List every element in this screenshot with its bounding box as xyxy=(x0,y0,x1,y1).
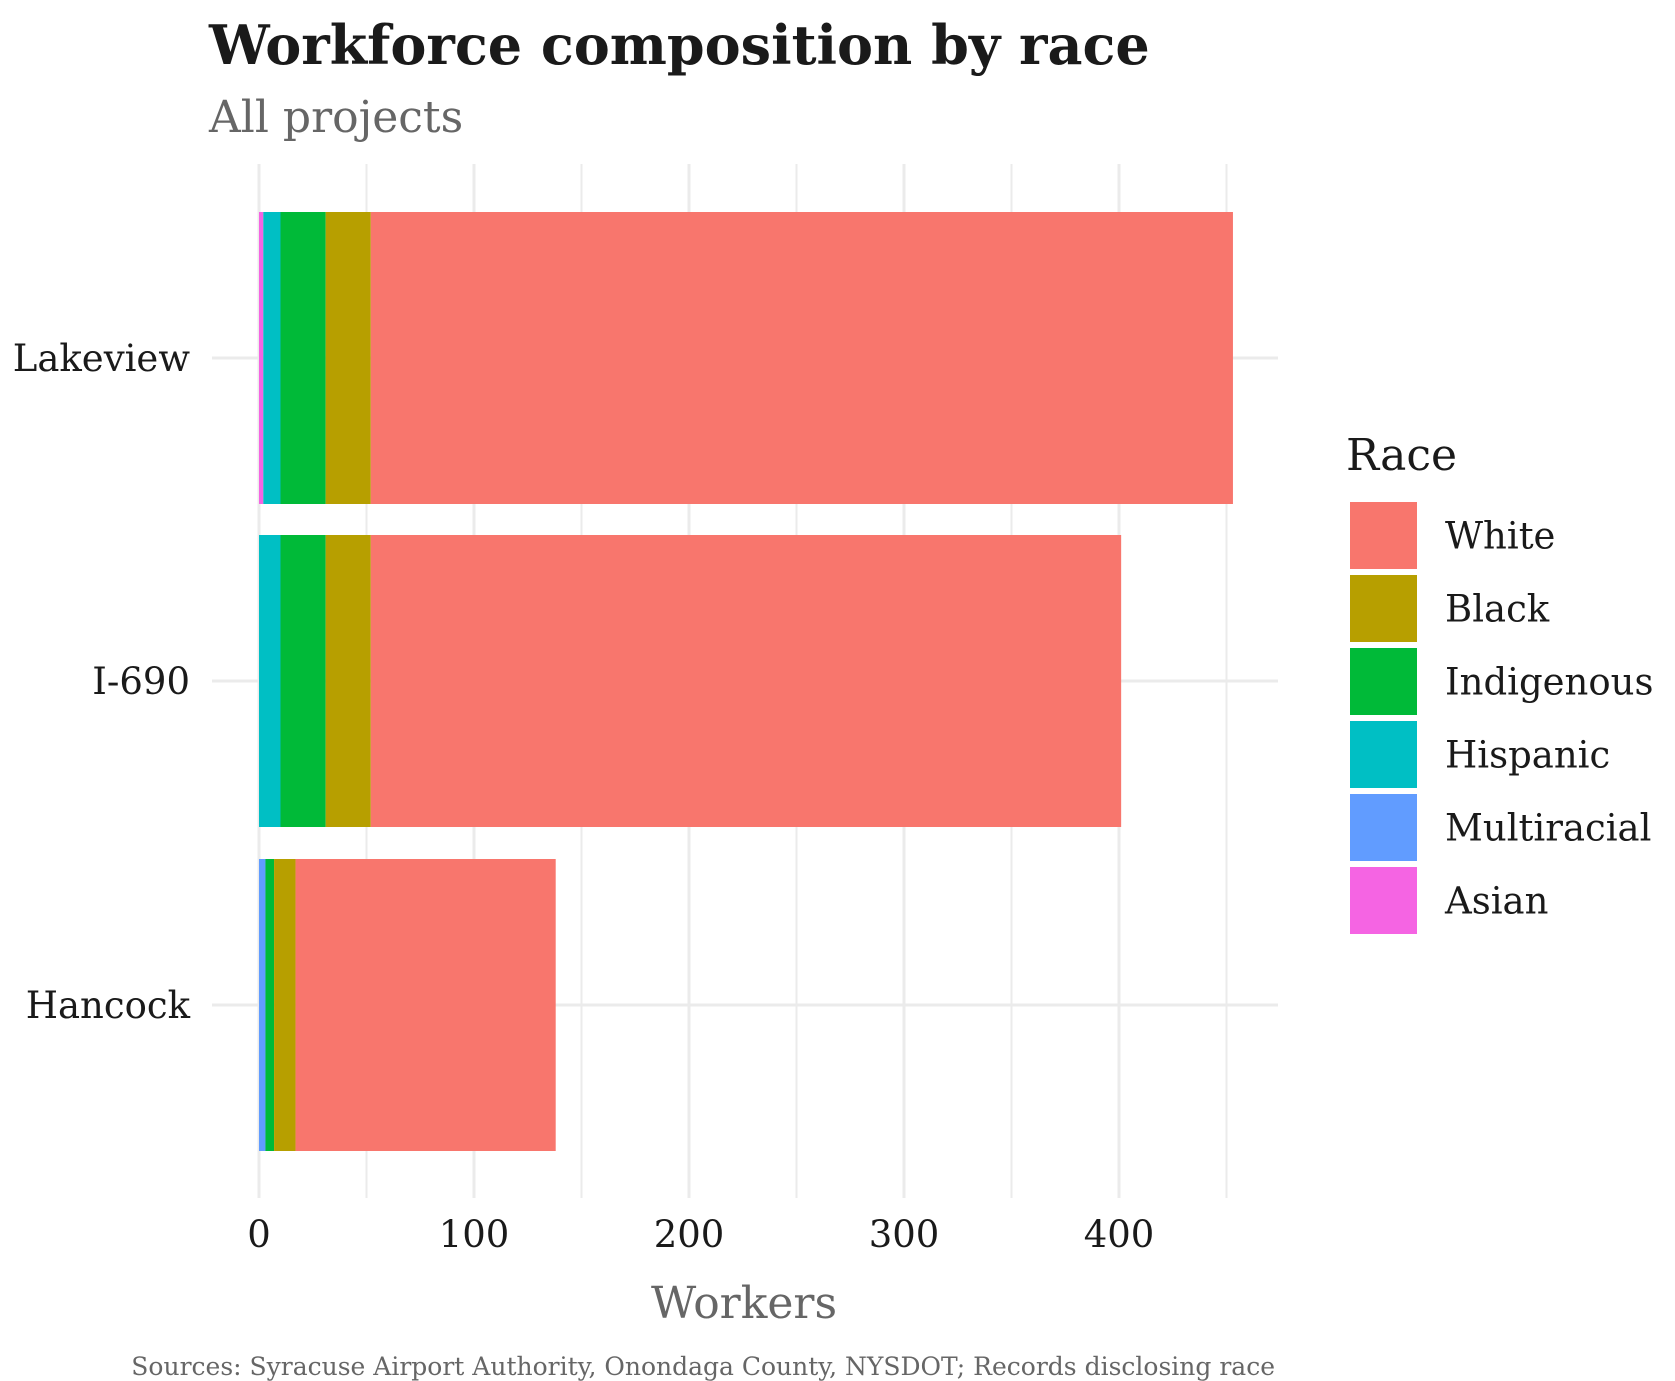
x-axis-title: Workers xyxy=(651,1278,837,1329)
bar-i-690-indigenous xyxy=(280,535,326,827)
legend-key-asian xyxy=(1350,867,1417,934)
legend-key-black xyxy=(1350,575,1417,642)
bar-hancock-black xyxy=(274,859,296,1151)
bar-i-690-black xyxy=(325,535,371,827)
legend-label: Indigenous xyxy=(1445,661,1653,704)
bar-hancock-indigenous xyxy=(265,859,275,1151)
legend-key-hispanic xyxy=(1350,721,1417,788)
y-tick-label: Hancock xyxy=(26,984,191,1027)
bar-lakeview-white xyxy=(370,212,1233,504)
legend-label: Hispanic xyxy=(1445,734,1610,777)
x-tick-label: 200 xyxy=(654,1213,725,1256)
x-axis-ticks: 0 100 200 300 400 xyxy=(247,1213,1154,1256)
x-tick-label: 400 xyxy=(1084,1213,1155,1256)
legend-key-multiracial xyxy=(1350,794,1417,861)
bar-i-690-hispanic xyxy=(259,535,281,827)
bar-i-690-white xyxy=(370,535,1122,827)
x-tick-label: 300 xyxy=(869,1213,940,1256)
bar-hancock-white xyxy=(295,859,556,1151)
y-tick-label: Lakeview xyxy=(13,337,191,380)
bars xyxy=(259,212,1233,1151)
chart-subtitle: All projects xyxy=(208,92,463,143)
bar-lakeview-asian xyxy=(259,212,264,504)
legend-label: Black xyxy=(1445,588,1550,631)
x-tick-label: 0 xyxy=(247,1213,271,1256)
x-tick-label: 100 xyxy=(439,1213,510,1256)
bar-lakeview-black xyxy=(325,212,371,504)
chart-caption: Sources: Syracuse Airport Authority, Ono… xyxy=(131,1352,1275,1381)
legend-label: White xyxy=(1445,515,1555,558)
legend-title: Race xyxy=(1346,430,1457,481)
legend-key-white xyxy=(1350,502,1417,569)
chart-title: Workforce composition by race xyxy=(208,13,1150,77)
legend-label: Asian xyxy=(1444,880,1548,923)
bar-hancock-multiracial xyxy=(259,859,266,1151)
y-axis-ticks: Lakeview I-690 Hancock xyxy=(13,337,191,1027)
bar-lakeview-indigenous xyxy=(280,212,326,504)
y-tick-label: I-690 xyxy=(92,660,190,703)
legend: Race White Black Indigenous Hispanic Multira… xyxy=(1346,430,1653,934)
bar-lakeview-hispanic xyxy=(263,212,281,504)
legend-label: Multiracial xyxy=(1445,807,1651,850)
legend-key-indigenous xyxy=(1350,648,1417,715)
